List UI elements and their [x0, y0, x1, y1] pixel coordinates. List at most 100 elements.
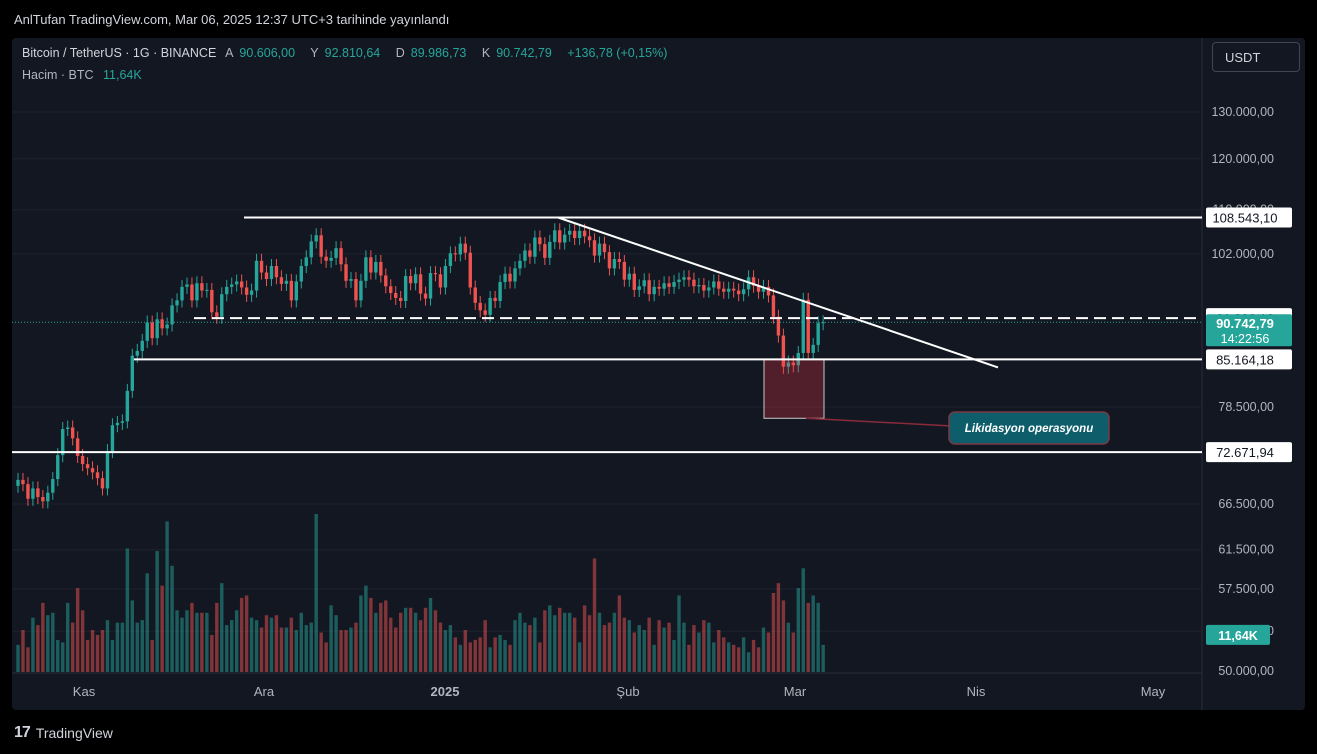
- candle-body: [692, 279, 696, 287]
- volume-bar: [145, 573, 149, 672]
- candle-body: [577, 230, 582, 239]
- volume-bar: [612, 612, 617, 672]
- candle-body: [493, 297, 497, 301]
- candle-body: [170, 305, 174, 325]
- high-label: Y: [310, 46, 319, 60]
- candle-body: [75, 438, 80, 456]
- volume-bar: [239, 597, 244, 672]
- volume-bar: [821, 644, 825, 672]
- y-tick-label: 66.500,00: [1218, 497, 1274, 511]
- volume-bar: [592, 558, 597, 672]
- candle-body: [632, 273, 636, 290]
- candle-body: [51, 479, 55, 493]
- candle-body: [314, 235, 318, 242]
- candle-body: [26, 484, 30, 499]
- volume-bar: [577, 642, 582, 672]
- candle-body: [563, 234, 567, 243]
- candle-body: [612, 259, 617, 269]
- volume-bar: [140, 620, 144, 672]
- volume-bar: [165, 521, 169, 672]
- candle-body: [130, 355, 135, 391]
- candle-body: [771, 295, 776, 317]
- chart-panel[interactable]: 130.000,00120.000,00110.000,00102.000,00…: [12, 38, 1305, 710]
- volume-bar: [359, 595, 363, 672]
- candle-body: [244, 287, 249, 295]
- volume-bar: [259, 627, 264, 672]
- volume-bar: [234, 610, 239, 672]
- candle-body: [553, 230, 557, 242]
- x-tick-label: 2025: [431, 684, 460, 699]
- candle-body: [672, 282, 676, 287]
- chart-canvas[interactable]: 130.000,00120.000,00110.000,00102.000,00…: [12, 38, 1305, 710]
- candle-body: [543, 244, 547, 258]
- candle-body: [394, 292, 398, 298]
- symbol-title[interactable]: Bitcoin / TetherUS · 1G · BINANCE: [22, 46, 217, 60]
- trend-line: [557, 216, 999, 369]
- candle-body: [811, 344, 815, 353]
- candle-body: [304, 257, 308, 267]
- volume-bar: [707, 622, 711, 672]
- volume-bar: [150, 639, 154, 672]
- volume-bar: [761, 627, 766, 672]
- candle-body: [453, 253, 458, 255]
- last-price-label: 90.742,79: [1216, 316, 1274, 331]
- level-price-tag: [1206, 442, 1292, 463]
- level-price-tag: [1206, 207, 1292, 228]
- candle-body: [786, 362, 791, 367]
- volume-bar: [816, 602, 820, 672]
- volume-bar: [731, 644, 736, 672]
- volume-bar: [205, 612, 209, 672]
- candle-body: [438, 274, 443, 288]
- volume-bar: [329, 605, 333, 672]
- volume-bar: [423, 607, 428, 672]
- candle-body: [707, 287, 711, 291]
- candle-body: [741, 289, 746, 295]
- volume-bar: [717, 630, 721, 672]
- candle-body: [727, 288, 731, 292]
- candle-body: [319, 235, 323, 257]
- candle-body: [269, 266, 274, 280]
- volume-bar: [801, 568, 805, 672]
- candle-body: [751, 277, 756, 286]
- volume-bar: [389, 617, 393, 672]
- volume-bar: [483, 620, 487, 672]
- candle-body: [518, 260, 522, 269]
- volume-bar: [349, 627, 353, 672]
- candle-body: [498, 282, 502, 301]
- candle-body: [508, 273, 512, 282]
- volume-bar: [736, 647, 741, 672]
- candle-body: [722, 288, 726, 292]
- volume-bar: [672, 639, 676, 672]
- candle-body: [458, 243, 463, 255]
- x-tick-label: Şub: [616, 684, 639, 699]
- volume-bar: [682, 622, 686, 672]
- volume-bar: [418, 620, 423, 672]
- level-price-tag: [1206, 349, 1292, 370]
- candle-body: [274, 266, 279, 278]
- volume-bar: [518, 612, 522, 672]
- low-value: 89.986,73: [410, 46, 467, 60]
- volume-bar: [180, 617, 184, 672]
- volume-bar: [279, 627, 284, 672]
- footer-brand: TradingView: [35, 725, 113, 741]
- candle-body: [105, 451, 110, 489]
- candle-body: [423, 293, 428, 299]
- candle-body: [85, 464, 90, 469]
- volume-bar: [200, 612, 204, 672]
- volume-bar: [667, 622, 671, 672]
- candle-body: [483, 310, 487, 315]
- candle-body: [289, 280, 294, 301]
- currency-button[interactable]: USDT: [1212, 42, 1300, 72]
- candle-body: [548, 241, 552, 258]
- candle-body: [597, 243, 602, 256]
- x-tick-label: Mar: [784, 684, 807, 699]
- candle-body: [41, 497, 45, 502]
- candle-body: [572, 230, 577, 239]
- volume-bar: [160, 585, 164, 672]
- volume-bar: [791, 632, 796, 672]
- candle-body: [324, 256, 328, 261]
- candle-body: [165, 324, 169, 329]
- open-label: A: [225, 46, 234, 60]
- volume-bar: [95, 634, 100, 672]
- y-tick-label: 50.000,00: [1218, 664, 1274, 678]
